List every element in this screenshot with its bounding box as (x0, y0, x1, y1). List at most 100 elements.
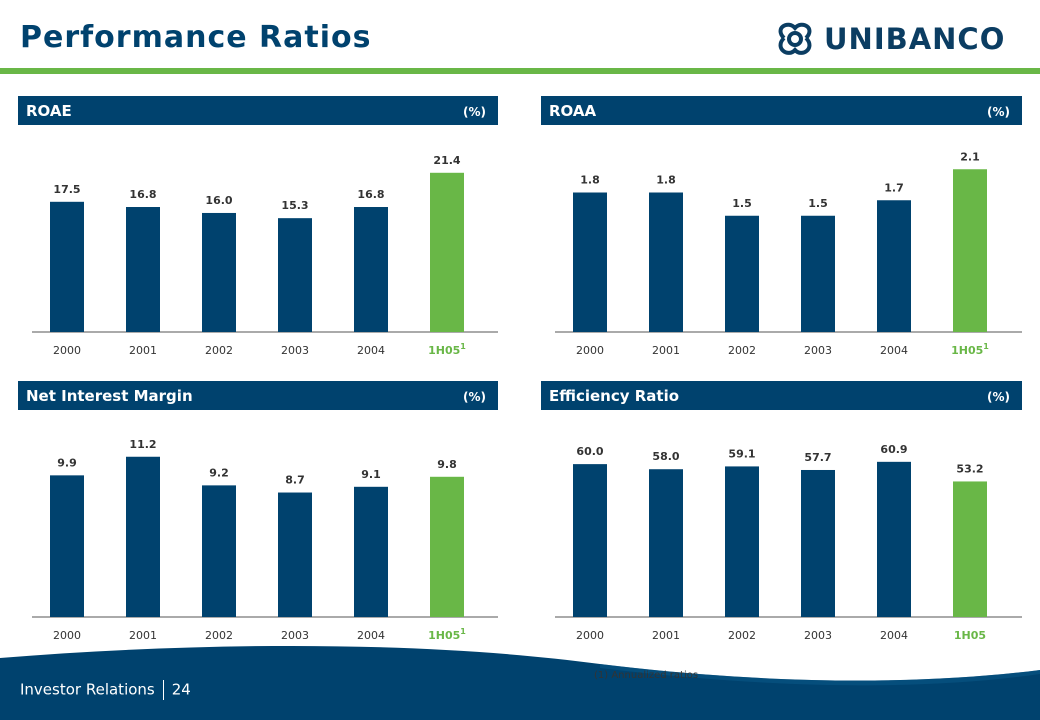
tick-label-2003: 2003 (804, 344, 832, 357)
nim-header: Net Interest Margin (%) (18, 381, 498, 410)
bar-2000 (573, 464, 607, 617)
bar-2001 (126, 207, 160, 332)
value-label-1H05: 2.1 (960, 150, 980, 163)
roae-panel: ROAE (%) 17.5 2000 16.8 2001 16.0 2002 15.3 200… (18, 96, 498, 366)
value-label-1H05: 9.8 (437, 458, 457, 471)
bar-2001 (649, 469, 683, 617)
bar-2002 (725, 466, 759, 617)
footer-separator (162, 680, 164, 700)
value-label-2003: 15.3 (281, 199, 308, 212)
nim-panel: Net Interest Margin (%) 9.9 2000 11.2 2001 9… (18, 381, 498, 651)
tick-label-2002: 2002 (205, 629, 233, 642)
tick-label-2003: 2003 (281, 344, 309, 357)
tick-label-2000: 2000 (576, 344, 604, 357)
tick-label-2003: 2003 (281, 629, 309, 642)
efficiency-chart: 60.0 2000 58.0 2001 59.1 2002 57.7 2003 60.9 2004… (555, 443, 1022, 642)
value-label-2000: 17.5 (53, 183, 80, 196)
header-rule (0, 68, 1040, 74)
bar-2003 (278, 492, 312, 617)
value-label-2001: 58.0 (652, 450, 679, 463)
value-label-2003: 8.7 (285, 474, 305, 487)
tick-label-2002: 2002 (728, 344, 756, 357)
value-label-2001: 1.8 (656, 174, 676, 187)
footnote: (1) Annualized ratios (594, 670, 699, 681)
roaa-title: ROAA (549, 102, 597, 120)
value-label-2000: 9.9 (57, 456, 77, 469)
bar-2004 (877, 461, 911, 617)
value-label-2002: 1.5 (732, 197, 752, 210)
roae-title: ROAE (26, 102, 72, 120)
tick-label-2001: 2001 (129, 344, 157, 357)
tick-superscript: 1 (460, 627, 466, 636)
value-label-2000: 60.0 (576, 445, 603, 458)
bar-2004 (354, 486, 388, 617)
roaa-unit: (%) (987, 105, 1010, 119)
bar-2001 (649, 192, 683, 332)
efficiency-header: Efficiency Ratio (%) (541, 381, 1022, 410)
bar-2001 (126, 456, 160, 617)
value-label-1H05: 53.2 (956, 462, 983, 475)
page-number: 24 (171, 680, 191, 699)
tick-label-2000: 2000 (53, 629, 81, 642)
value-label-2004: 16.8 (357, 188, 384, 201)
roae-unit: (%) (463, 105, 486, 119)
tick-label-2003: 2003 (804, 629, 832, 642)
tick-label-2000: 2000 (53, 344, 81, 357)
tick-superscript: 1 (460, 342, 466, 351)
tick-label-1H05: 1H051 (428, 342, 466, 357)
bar-2000 (573, 192, 607, 332)
tick-label-2001: 2001 (129, 629, 157, 642)
roaa-header: ROAA (%) (541, 96, 1022, 125)
value-label-2003: 1.5 (808, 197, 828, 210)
value-label-2002: 9.2 (209, 466, 229, 479)
value-label-2001: 16.8 (129, 188, 156, 201)
roaa-chart: 1.8 2000 1.8 2001 1.5 2002 1.5 2003 1.7 2004 2.1 1H… (555, 150, 1022, 357)
value-label-2004: 1.7 (884, 181, 904, 194)
bar-2002 (202, 212, 236, 332)
tick-label-1H05: 1H05 (954, 629, 986, 642)
roae-chart: 17.5 2000 16.8 2001 16.0 2002 15.3 2003 16.8 2004… (32, 154, 498, 357)
tick-label-2000: 2000 (576, 629, 604, 642)
tick-label-2001: 2001 (652, 344, 680, 357)
tick-label-2001: 2001 (652, 629, 680, 642)
bar-1H05 (430, 172, 464, 332)
bar-2004 (877, 200, 911, 332)
bar-2004 (354, 207, 388, 332)
nim-chart: 9.9 2000 11.2 2001 9.2 2002 8.7 2003 9.1 2004 9.8 1… (32, 438, 498, 642)
bar-2000 (50, 475, 84, 617)
tick-label-2002: 2002 (205, 344, 233, 357)
bar-1H05 (430, 476, 464, 617)
bar-2003 (801, 215, 835, 332)
tick-label-2004: 2004 (357, 629, 385, 642)
nim-unit: (%) (463, 390, 486, 404)
unibanco-logo: UNIBANCO (772, 18, 1032, 60)
tick-label-2004: 2004 (357, 344, 385, 357)
roae-header: ROAE (%) (18, 96, 498, 125)
bar-2002 (725, 215, 759, 332)
value-label-2002: 16.0 (205, 194, 232, 207)
tick-label-1H05: 1H051 (951, 342, 989, 357)
value-label-2002: 59.1 (728, 447, 755, 460)
value-label-2004: 60.9 (880, 443, 907, 456)
nim-title: Net Interest Margin (26, 387, 193, 405)
efficiency-title: Efficiency Ratio (549, 387, 680, 405)
value-label-2004: 9.1 (361, 468, 381, 481)
tick-label-1H05: 1H051 (428, 627, 466, 642)
bar-1H05 (953, 481, 987, 617)
tick-label-2002: 2002 (728, 629, 756, 642)
footer-band (0, 645, 1040, 720)
logo-wordmark: UNIBANCO (824, 22, 1006, 56)
footer-label-group: Investor Relations 24 (20, 680, 191, 700)
efficiency-unit: (%) (987, 390, 1010, 404)
bar-2003 (801, 469, 835, 617)
tick-label-2004: 2004 (880, 344, 908, 357)
value-label-1H05: 21.4 (433, 154, 460, 167)
bar-1H05 (953, 169, 987, 332)
value-label-2003: 57.7 (804, 451, 831, 464)
bar-2003 (278, 218, 312, 332)
value-label-2001: 11.2 (129, 438, 156, 451)
roaa-panel: ROAA (%) 1.8 2000 1.8 2001 1.5 2002 1.5 2003 1.7… (541, 96, 1022, 366)
efficiency-panel: Efficiency Ratio (%) 60.0 2000 58.0 2001 59.… (541, 381, 1022, 651)
bar-2002 (202, 485, 236, 617)
tick-label-2004: 2004 (880, 629, 908, 642)
